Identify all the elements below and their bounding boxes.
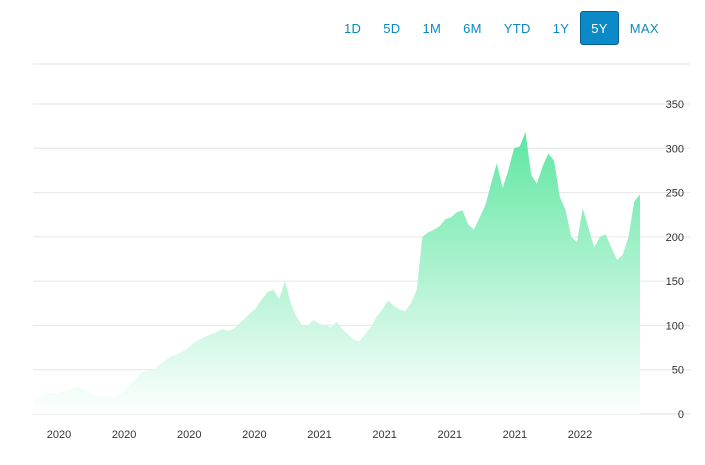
x-tick-label: 2021: [503, 429, 527, 441]
y-tick-label: 150: [666, 276, 684, 288]
range-5y-button[interactable]: 5Y: [580, 11, 619, 45]
range-6m-button[interactable]: 6M: [463, 20, 482, 36]
y-axis-ticks: 0 50 100 150 200 250 300 350: [666, 99, 684, 421]
y-tick-label: 300: [666, 143, 684, 155]
range-selector: 1D 5D 1M 6M YTD 1Y 5Y MAX: [333, 11, 670, 45]
y-tick-label: 50: [672, 365, 684, 377]
range-1y-button[interactable]: 1Y: [552, 20, 570, 36]
range-1m-button[interactable]: 1M: [422, 20, 442, 36]
range-ytd-button[interactable]: YTD: [503, 20, 531, 36]
y-tick-label: 100: [666, 320, 684, 332]
range-max-button[interactable]: MAX: [629, 20, 659, 36]
range-5d-button[interactable]: 5D: [383, 20, 401, 36]
x-tick-label: 2021: [438, 429, 462, 441]
y-tick-label: 0: [678, 409, 684, 421]
x-tick-label: 2020: [47, 429, 71, 441]
price-area: [33, 132, 640, 415]
y-tick-label: 200: [666, 232, 684, 244]
x-tick-label: 2020: [177, 429, 201, 441]
x-tick-label: 2021: [372, 429, 396, 441]
range-1d-button[interactable]: 1D: [344, 20, 362, 36]
x-tick-label: 2020: [242, 429, 266, 441]
y-tick-label: 250: [666, 188, 684, 200]
x-tick-label: 2022: [568, 429, 592, 441]
x-tick-label: 2021: [307, 429, 331, 441]
y-tick-label: 350: [666, 99, 684, 111]
x-tick-label: 2020: [112, 429, 136, 441]
x-axis-ticks: 2020 2020 2020 2020 2021 2021 2021 2021 2022: [47, 429, 592, 441]
